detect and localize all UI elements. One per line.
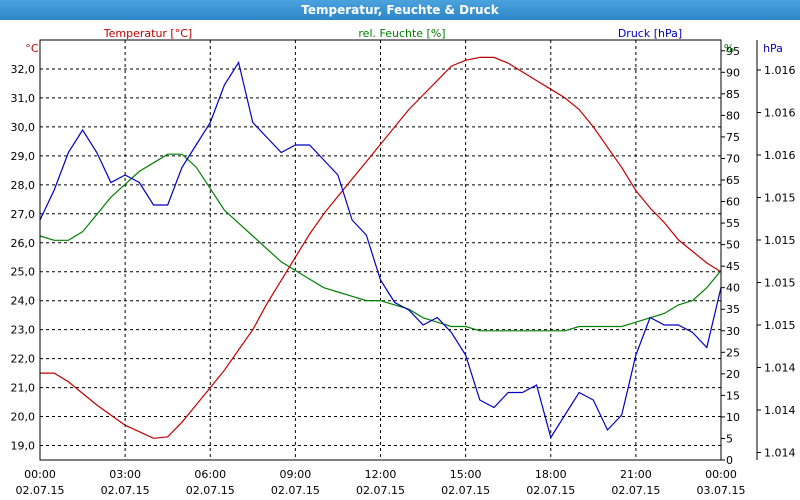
mid-tick-label: 10 — [726, 411, 740, 424]
right-axis-label: Druck [hPa] — [618, 27, 682, 40]
right-tick-label: 1.014 — [764, 447, 796, 460]
left-tick-label: 30,0 — [11, 121, 36, 134]
mid-tick-label: 25 — [726, 346, 740, 359]
left-tick-label: 19,0 — [11, 440, 36, 453]
mid-tick-label: 5 — [726, 432, 733, 445]
x-tick-date: 02.07.15 — [356, 484, 405, 497]
mid-tick-label: 85 — [726, 88, 740, 101]
x-tick-time: 03:00 — [109, 468, 141, 481]
left-tick-label: 29,0 — [11, 150, 36, 163]
left-tick-label: 25,0 — [11, 266, 36, 279]
plot-frame — [39, 39, 722, 461]
chart: 00:00 02.07.15 03:00 02.07.15 06:00 02.07.15 0… — [11, 27, 796, 497]
mid-tick-label: 75 — [726, 131, 740, 144]
mid-tick-label: 45 — [726, 260, 740, 273]
x-tick-date: 02.07.15 — [101, 484, 150, 497]
left-tick-label: 28,0 — [11, 179, 36, 192]
pressure-line — [39, 60, 722, 439]
left-tick-label: 20,0 — [11, 411, 36, 424]
mid-tick-label: 40 — [726, 282, 740, 295]
mid-tick-label: 30 — [726, 325, 740, 338]
x-tick-time: 06:00 — [194, 468, 226, 481]
right-tick-label: 1.016 — [764, 107, 796, 120]
x-tick-date: 02.07.15 — [186, 484, 235, 497]
x-tick-time: 21:00 — [620, 468, 652, 481]
mid-tick-label: 60 — [726, 196, 740, 209]
x-tick-time: 12:00 — [365, 468, 397, 481]
right-tick-label: 1.016 — [764, 64, 796, 77]
right-axis-unit: hPa — [763, 42, 783, 55]
left-tick-label: 24,0 — [11, 295, 36, 308]
mid-tick-label: 80 — [726, 109, 740, 122]
right-tick-label: 1.014 — [764, 404, 796, 417]
x-tick-time: 00:00 — [24, 468, 56, 481]
x-tick-date: 03.07.15 — [697, 484, 746, 497]
right-tick-label: 1.015 — [764, 192, 796, 205]
axes-layer: 00:00 02.07.15 03:00 02.07.15 06:00 02.07.15 0… — [11, 39, 796, 497]
window-title: Temperatur, Feuchte & Druck — [0, 0, 800, 20]
x-tick-time: 00:00 — [705, 468, 737, 481]
left-tick-label: 26,0 — [11, 237, 36, 250]
series-layer — [39, 56, 722, 439]
mid-tick-label: 70 — [726, 152, 740, 165]
left-tick-label: 22,0 — [11, 353, 36, 366]
mid-tick-label: 55 — [726, 217, 740, 230]
mid-tick-label: 20 — [726, 368, 740, 381]
x-tick-date: 02.07.15 — [526, 484, 575, 497]
x-tick-date: 02.07.15 — [441, 484, 490, 497]
mid-tick-label: 0 — [726, 454, 733, 467]
temperature-line — [40, 56, 722, 439]
left-tick-label: 23,0 — [11, 324, 36, 337]
mid-tick-label: 90 — [726, 66, 740, 79]
x-tick-time: 15:00 — [450, 468, 482, 481]
left-axis-unit: °C — [25, 42, 39, 55]
right-tick-label: 1.015 — [764, 234, 796, 247]
left-tick-label: 27,0 — [11, 208, 36, 221]
mid-tick-label: 15 — [726, 389, 740, 402]
mid-tick-label: 35 — [726, 303, 740, 316]
right-tick-label: 1.015 — [764, 277, 796, 290]
right-tick-label: 1.015 — [764, 319, 796, 332]
x-tick-time: 09:00 — [280, 468, 312, 481]
grid — [40, 40, 721, 460]
x-tick-time: 18:00 — [535, 468, 567, 481]
right-tick-label: 1.016 — [764, 149, 796, 162]
left-tick-label: 32,0 — [11, 63, 36, 76]
x-tick-date: 02.07.15 — [271, 484, 320, 497]
mid-tick-label: 95 — [726, 45, 740, 58]
mid-tick-label: 65 — [726, 174, 740, 187]
right-tick-label: 1.014 — [764, 362, 796, 375]
left-axis-label: Temperatur [°C] — [103, 27, 192, 40]
x-tick-date: 02.07.15 — [611, 484, 660, 497]
mid-tick-label: 50 — [726, 239, 740, 252]
humidity-line — [39, 153, 722, 332]
mid-axis-label: rel. Feuchte [%] — [358, 27, 445, 40]
left-tick-label: 31,0 — [11, 92, 36, 105]
left-tick-label: 21,0 — [11, 382, 36, 395]
mid-axis-unit: % — [724, 42, 734, 55]
x-tick-date: 02.07.15 — [16, 484, 65, 497]
